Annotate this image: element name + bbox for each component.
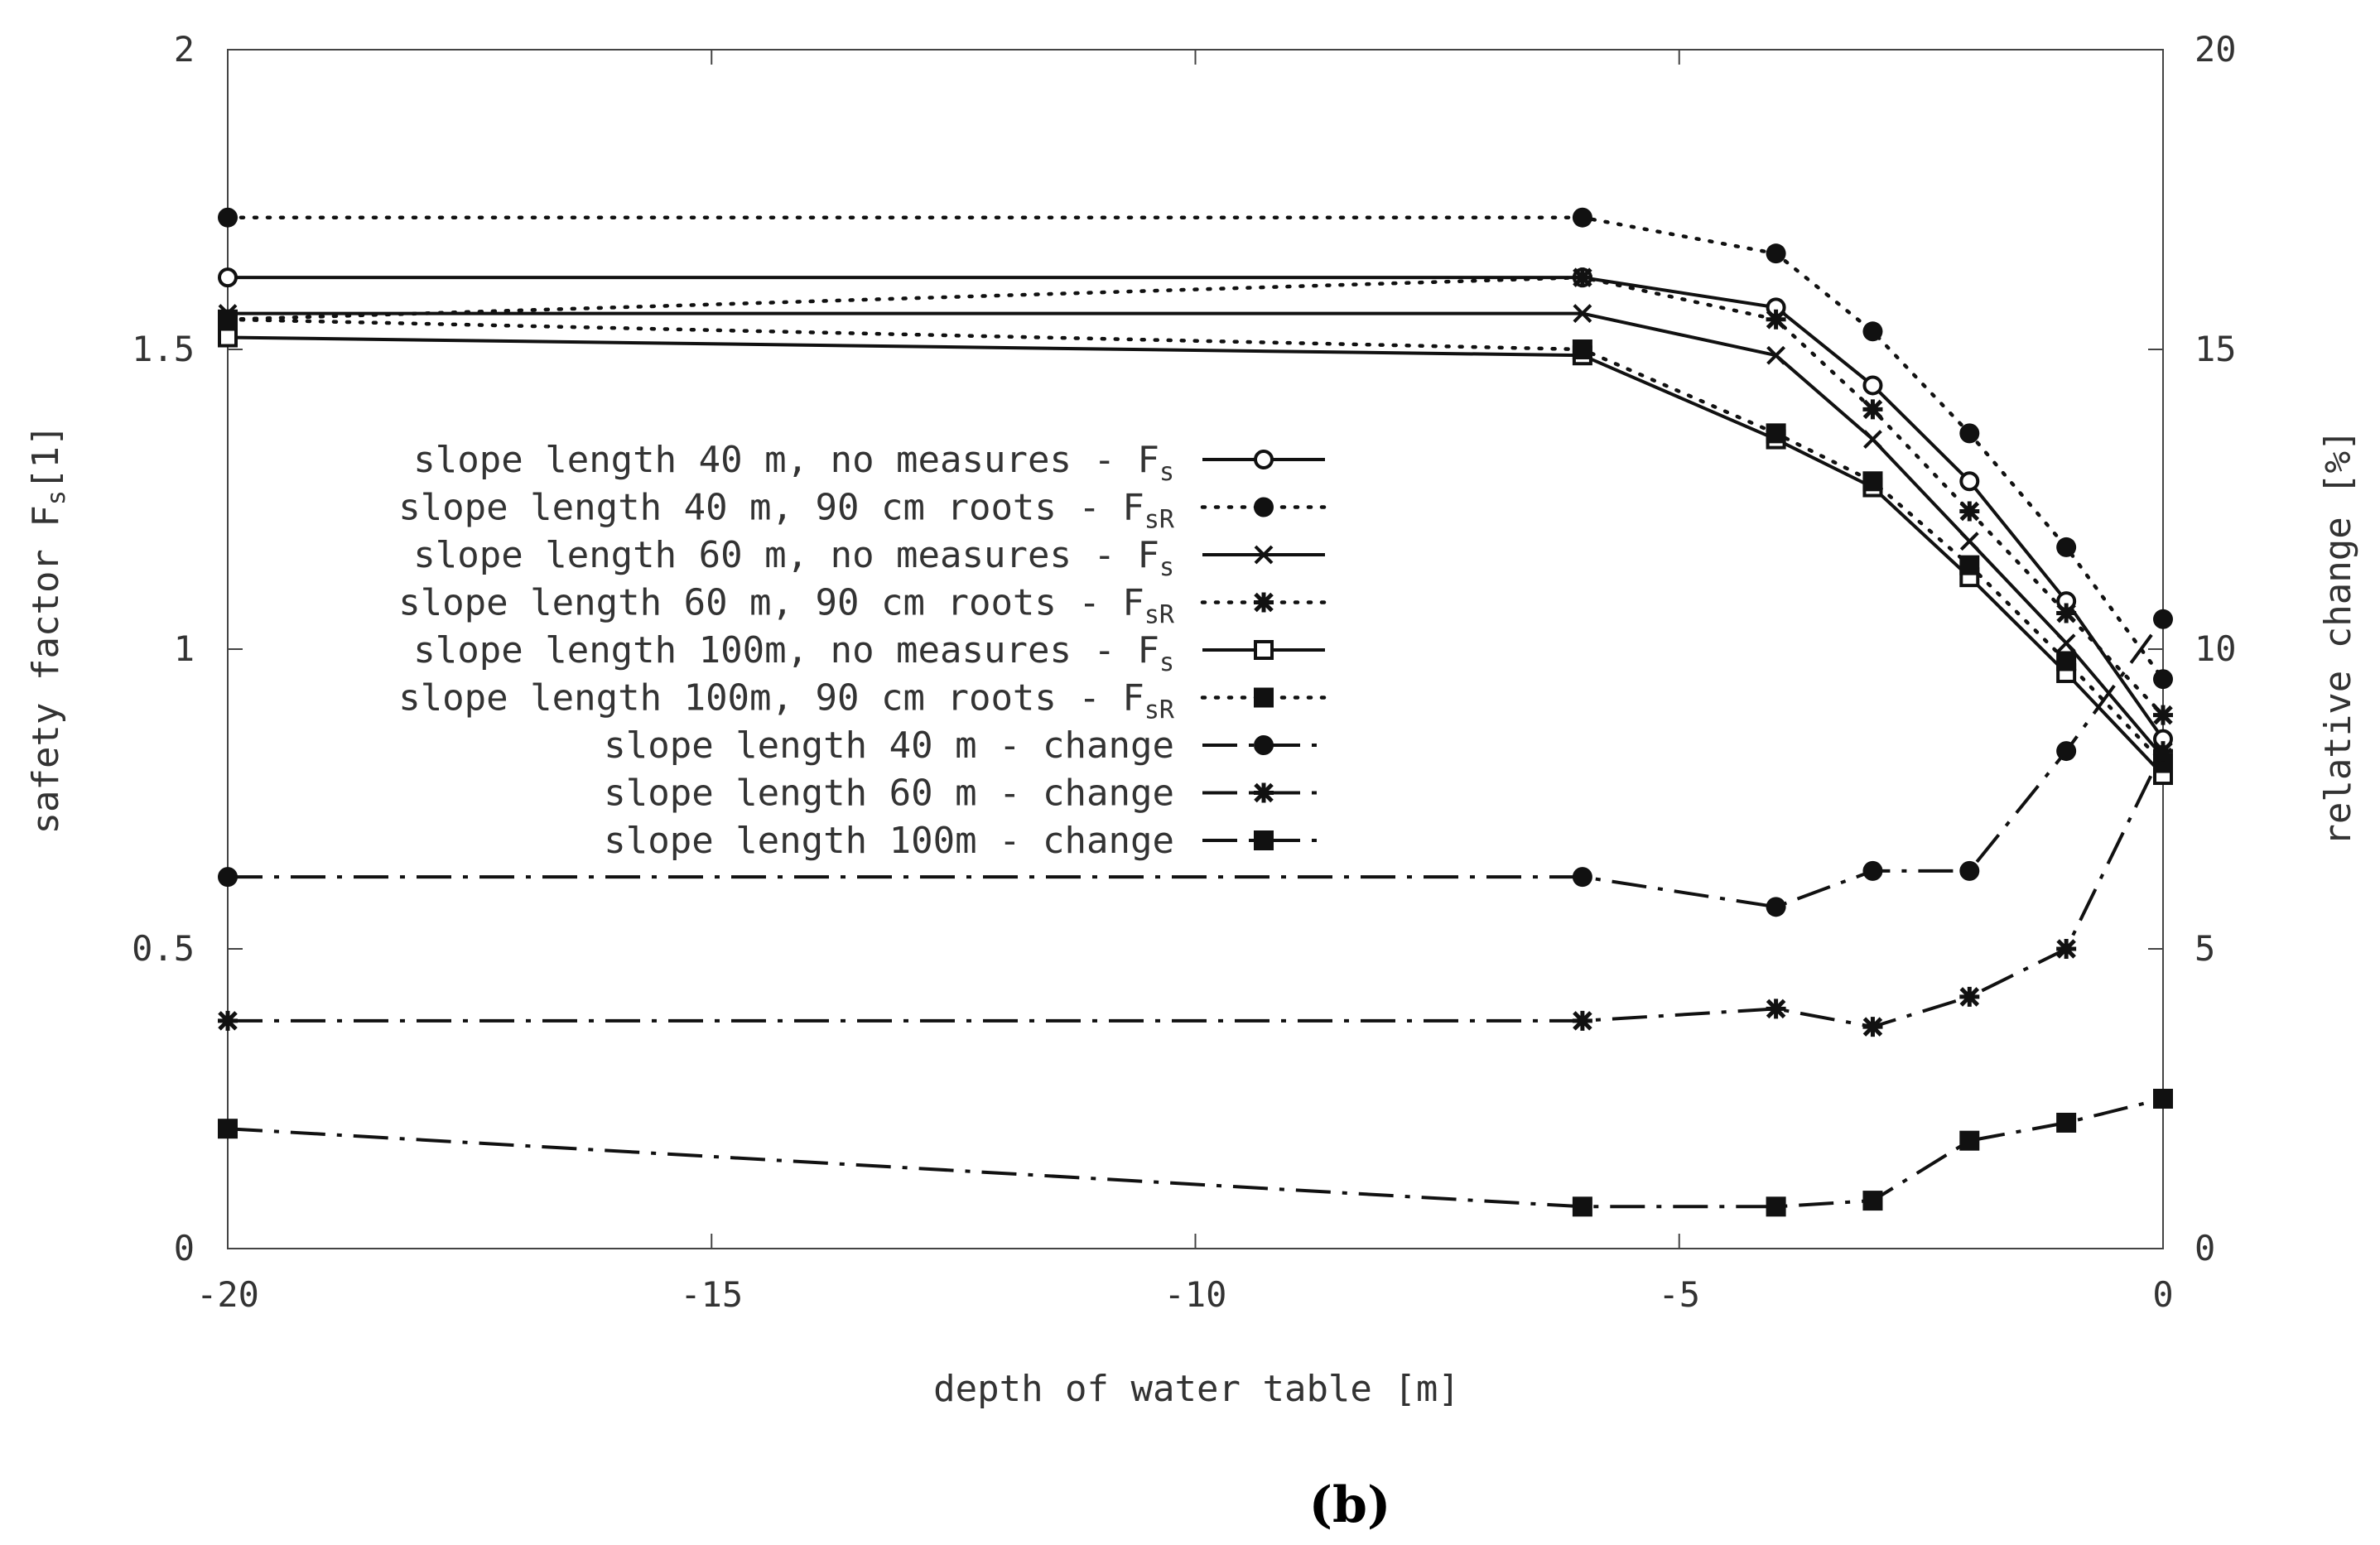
data-point (1766, 999, 1786, 1019)
series-2 (218, 207, 2173, 690)
data-point (1862, 471, 1883, 492)
legend-marker (1254, 782, 1274, 803)
data-point (1959, 471, 1980, 492)
data-point (218, 309, 238, 330)
series-line (228, 750, 2165, 1029)
x-axis-title: depth of water table [m] (933, 1368, 1460, 1410)
data-point (1862, 1191, 1883, 1211)
data-point (1959, 501, 1980, 522)
y2-axis-title: relative change [%] (2317, 429, 2359, 845)
data-point (1959, 986, 1980, 1007)
data-point (1573, 304, 1592, 323)
series-9 (218, 1089, 2173, 1217)
legend-marker (1254, 640, 1274, 660)
x-tick-label: -10 (1164, 1274, 1227, 1315)
legend-label: slope length 40 m, 90 cm roots - FsR (398, 487, 1175, 535)
legend-marker (1254, 592, 1274, 613)
data-point (1862, 860, 1883, 881)
data-point (1959, 555, 1980, 575)
legend-label: slope length 60 m, no measures - Fs (413, 534, 1174, 582)
data-point (1862, 375, 1883, 396)
data-point (218, 867, 238, 888)
data-point (1862, 1017, 1883, 1037)
data-point (1572, 339, 1592, 359)
data-point (218, 207, 238, 228)
data-point (218, 267, 238, 288)
x-tick-label: 0 (2152, 1274, 2173, 1315)
data-point (1959, 532, 1979, 551)
data-point (218, 327, 238, 348)
data-point (218, 1010, 238, 1031)
legend-label: slope length 60 m, 90 cm roots - FsR (398, 582, 1175, 630)
legend-marker (1254, 545, 1274, 565)
data-point (1862, 321, 1883, 342)
y-tick-label: 1 (174, 628, 195, 669)
data-point (1766, 897, 1786, 917)
panel-label: (b) (1309, 1476, 1391, 1534)
y2-tick-label: 10 (2195, 628, 2237, 669)
legend-marker (1254, 497, 1274, 517)
data-point (218, 1119, 238, 1139)
legend-label: slope length 100m, 90 cm roots - FsR (398, 677, 1175, 725)
y-tick-label: 0.5 (132, 928, 195, 969)
data-point (2153, 1089, 2173, 1109)
y-tick-label: 2 (174, 29, 195, 70)
series-7 (218, 609, 2173, 917)
y2-tick-label: 15 (2195, 329, 2237, 369)
data-point (2056, 603, 2077, 623)
data-point (1959, 423, 1980, 444)
series-8 (218, 741, 2173, 1037)
x-tick-label: -5 (1658, 1274, 1700, 1315)
legend: slope length 40 m, no measures - Fsslope… (398, 439, 1327, 862)
series-line (227, 1097, 2164, 1209)
data-point (1572, 867, 1592, 888)
legend-label: slope length 40 m, no measures - Fs (413, 439, 1174, 487)
x-tick-label: -15 (680, 1274, 743, 1315)
data-point (2153, 669, 2173, 690)
legend-marker (1254, 735, 1274, 755)
y-tick-label: 1.5 (132, 329, 195, 369)
legend-label: slope length 100m, no measures - Fs (413, 629, 1174, 677)
data-point (2056, 537, 2077, 557)
series-layer (218, 207, 2173, 1217)
y-tick-label: 0 (174, 1228, 195, 1268)
data-point (1766, 309, 1786, 330)
data-point (2153, 741, 2173, 762)
data-point (2056, 1112, 2077, 1133)
data-point (1959, 860, 1980, 881)
legend-label: slope length 40 m - change (604, 724, 1174, 767)
data-point (1863, 430, 1882, 450)
data-point (2056, 741, 2077, 762)
data-point (1766, 1196, 1786, 1217)
data-point (1766, 243, 1786, 264)
data-point (2153, 705, 2173, 725)
legend-label: slope length 60 m - change (604, 772, 1174, 815)
data-point (1572, 1196, 1592, 1217)
data-point (1766, 345, 1786, 365)
data-point (2056, 633, 2076, 653)
y2-tick-label: 20 (2195, 29, 2237, 70)
data-point (1572, 1010, 1592, 1031)
data-point (1572, 207, 1592, 228)
data-point (1766, 423, 1786, 444)
data-point (2153, 609, 2173, 629)
legend-label: slope length 100m - change (604, 820, 1174, 862)
legend-marker (1254, 450, 1274, 469)
data-point (2056, 939, 2077, 959)
data-point (1572, 267, 1592, 288)
legend-marker (1254, 830, 1274, 850)
data-point (1862, 399, 1883, 420)
y2-tick-label: 0 (2195, 1228, 2215, 1268)
data-point (2056, 651, 2077, 671)
legend-marker (1254, 687, 1274, 708)
y2-tick-label: 5 (2195, 928, 2215, 969)
data-point (1959, 1130, 1980, 1151)
y-axis-title: safety factor Fs[1] (25, 425, 71, 835)
x-tick-label: -20 (196, 1274, 259, 1315)
